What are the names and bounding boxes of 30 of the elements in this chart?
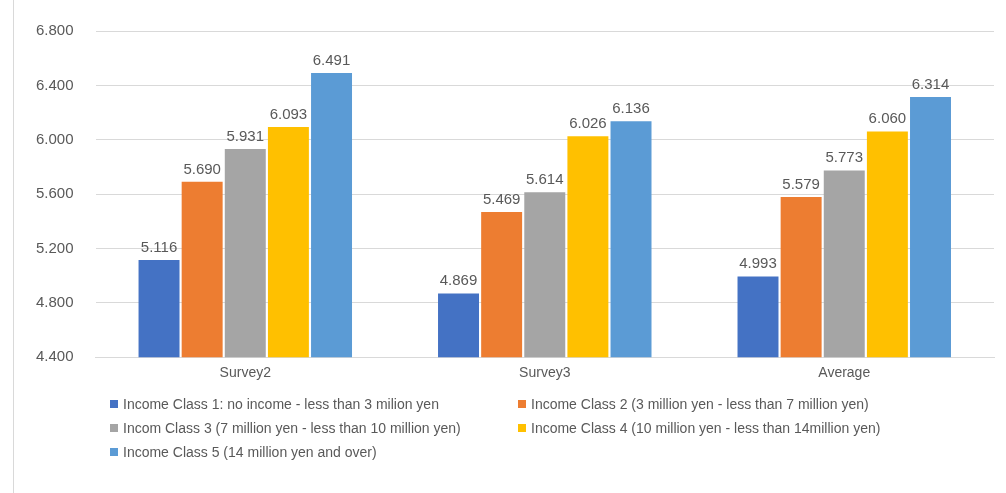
data-label: 5.614: [525, 169, 564, 187]
y-tick-label: 5.600: [35, 184, 74, 202]
y-tick-label: 6.800: [35, 21, 74, 39]
data-label: 5.931: [226, 126, 265, 144]
data-label: 5.469: [482, 189, 521, 207]
x-tick-label: Survey3: [519, 364, 571, 381]
legend-label: Income Class 5 (14 million yen and over): [123, 444, 377, 460]
data-label: 5.579: [782, 174, 820, 192]
legend-label: Income Class 4 (10 million yen - less than 14million yen): [531, 420, 881, 436]
y-tick-label: 6.000: [35, 129, 74, 147]
x-tick-label: Average: [818, 364, 871, 381]
y-tick-label: 4.400: [35, 347, 74, 365]
legend-label: Incom Class 3 (7 million yen - less than 10 million yen): [123, 420, 461, 436]
data-label: 5.773: [825, 148, 864, 166]
data-label: 4.869: [439, 271, 478, 289]
data-label: 5.116: [140, 237, 178, 255]
y-tick-label: 4.800: [35, 292, 74, 310]
legend-label: Income Class 2 (3 million yen - less than 7 million yen): [531, 396, 869, 412]
x-tick-label: Survey2: [219, 364, 272, 381]
data-label: 5.690: [183, 159, 221, 177]
data-label: 6.026: [569, 113, 607, 131]
data-label: 6.136: [612, 98, 650, 116]
y-tick-label: 5.200: [35, 238, 74, 256]
data-label: 4.993: [739, 254, 777, 272]
data-label: 6.093: [269, 104, 308, 122]
legend-label: Income Class 1: no income - less than 3 milion yen: [123, 396, 439, 412]
data-label: 6.060: [868, 109, 907, 127]
y-tick-label: 6.400: [35, 75, 74, 93]
data-label: 6.314: [911, 74, 950, 92]
data-label: 6.491: [312, 50, 351, 68]
